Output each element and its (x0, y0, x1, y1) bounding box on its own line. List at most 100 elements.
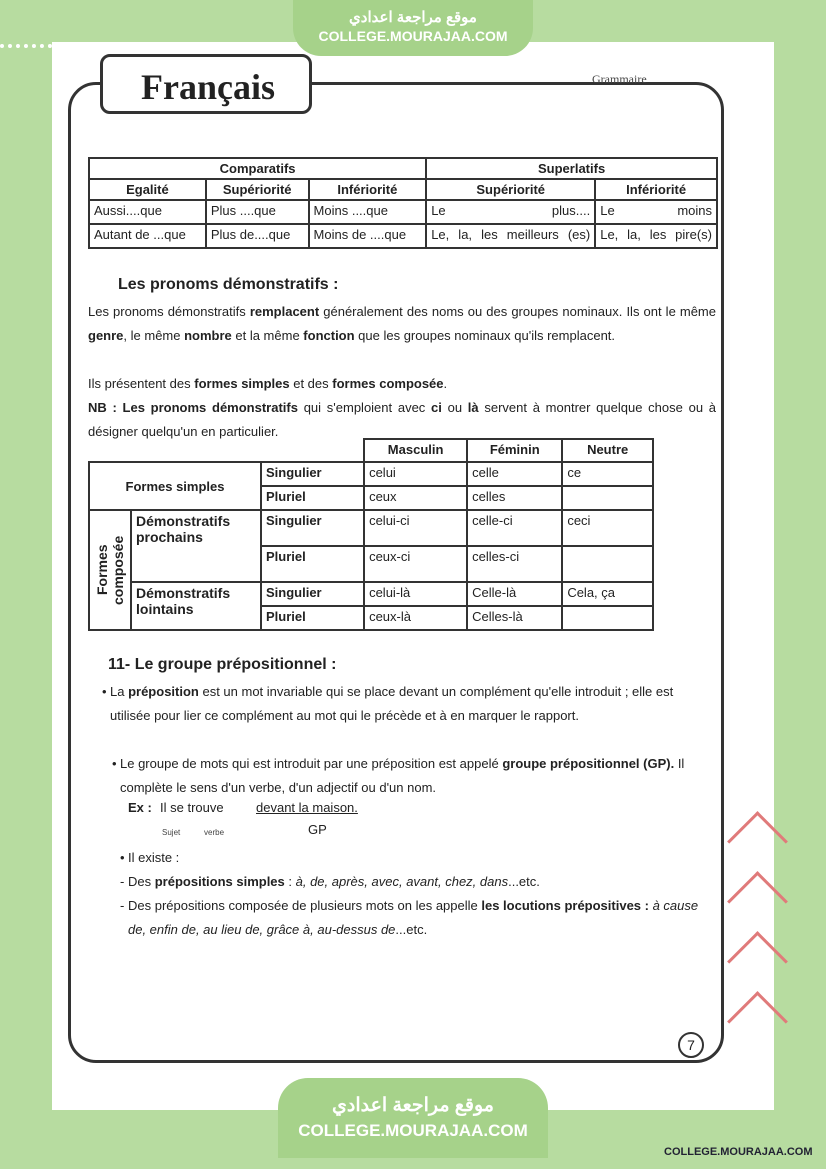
empty-cell (89, 439, 366, 463)
cell: ceux (363, 485, 469, 511)
text: servent à montrer quelque chose ou à dés… (88, 400, 716, 439)
dash-mark: - (120, 898, 125, 913)
text: qui s'emploient avec (297, 400, 432, 415)
row-header: Formes simples (88, 461, 262, 511)
cell: Plus ....que (204, 199, 310, 225)
number-label: Singulier (259, 509, 366, 547)
demonstratives-table: Masculin Féminin Neutre Formes simples Singu… (88, 438, 654, 631)
heading: 11- Le groupe prépositionnel : (108, 656, 337, 673)
row: Démonstratifs lointains Singulier celui-là… (89, 581, 654, 631)
site-name: موقع مراجعة اعدادي (332, 1095, 494, 1116)
row: Egalité Supériorité Infériorité Supériorité… (88, 178, 718, 201)
bold-text: formes composée (332, 376, 444, 391)
paragraph: NB : Les pronoms démonstratifs qui s'emp… (88, 396, 716, 444)
comparison-table: Comparatifs Superlatifs Egalité Supériorité… (87, 157, 718, 249)
italic-text: à cause de, enfin de, au lieu de, grâce … (128, 898, 699, 937)
text: La (110, 684, 129, 699)
bold-text: remplacent (249, 304, 320, 319)
paragraph: Ils présentent des formes simples et des… (88, 372, 716, 396)
bold-text: là (467, 400, 479, 415)
number-label: Pluriel (259, 605, 366, 631)
row: Masculin Féminin Neutre (89, 438, 654, 463)
column-header: Infériorité (307, 178, 428, 201)
example-gp: devant la maison. (256, 800, 358, 815)
number-label: Pluriel (259, 485, 366, 511)
bold-text: genre (88, 328, 124, 343)
bold-text: préposition (128, 684, 199, 699)
row: Aussi....que Plus ....que Moins ....que Le … (88, 199, 718, 225)
cell: Celles-là (466, 605, 564, 631)
text: ou (441, 400, 468, 415)
cell: celles (466, 485, 564, 511)
text: . (443, 376, 448, 391)
column-header: Supériorité (425, 178, 597, 201)
bullet: • La préposition est un mot invariable qu… (102, 680, 710, 728)
text: ...etc. (395, 922, 428, 937)
text: généralement des noms ou des groupes nom… (319, 304, 716, 319)
text: Il existe : (128, 850, 180, 865)
cell: Moins de ....que (307, 223, 428, 249)
italic-text: à, de, après, avec, avant, chez, dans (295, 874, 509, 889)
dash-mark: - (120, 874, 125, 889)
number-label: Singulier (259, 461, 366, 487)
text: Des prépositions composée de plusieurs m… (128, 898, 482, 913)
row: Comparatifs Superlatifs (87, 157, 718, 180)
site-url: COLLEGE.MOURAJAA.COM (298, 1121, 528, 1140)
cell: celle (466, 461, 564, 487)
example-label: Ex : (128, 800, 152, 815)
site-name: موقع مراجعة اعدادي (349, 9, 477, 26)
cell: Autant de ...que (88, 223, 207, 249)
cell: celles-ci (466, 545, 564, 583)
number-label: Singulier (259, 581, 366, 607)
group-label: Démonstratifs lointains (130, 581, 262, 631)
group-header: Comparatifs (87, 157, 428, 180)
text: , le même (123, 328, 185, 343)
column-header: Masculin (363, 438, 469, 463)
bullet-mark: • (120, 850, 125, 865)
text: Des (128, 874, 155, 889)
text: Le groupe de mots qui est introduit par … (120, 756, 503, 771)
cell: ceci (561, 509, 654, 547)
row-header: Formes composée (89, 510, 131, 630)
dash-item: - Des prépositions composée de plusieurs … (120, 894, 708, 942)
column-header: Féminin (466, 438, 564, 463)
cell: celui-là (363, 581, 469, 607)
text: que les groupes nominaux qu'ils remplace… (354, 328, 616, 343)
row: Pluriel ceux celles (89, 485, 654, 511)
bold-text: formes simples (194, 376, 290, 391)
paragraph: Les pronoms démonstratifs remplacent gén… (88, 300, 716, 348)
cell: Cela, ça (561, 581, 654, 607)
text: Ils présentent des (88, 376, 195, 391)
text: Il complète le sens d'un verbe, d'un adj… (120, 756, 685, 795)
text: ...etc. (508, 874, 540, 889)
bold-text: nombre (184, 328, 232, 343)
empty-cell (561, 485, 654, 511)
column-header: Neutre (561, 438, 654, 463)
title: Français (100, 54, 312, 114)
site-badge: موقع مراجعة اعدادي COLLEGE.MOURAJAA.COM (278, 1078, 548, 1158)
bold-text: groupe prépositionnel (GP). (502, 756, 675, 771)
bullet: • Le groupe de mots qui est introduit par… (112, 752, 710, 800)
group-header: Superlatifs (425, 157, 718, 180)
row: Formes simples Singulier celui celle ce (88, 461, 654, 511)
text: : (284, 874, 296, 889)
cell: ceux-là (363, 605, 469, 631)
bold-text: fonction (303, 328, 355, 343)
example-text: Il se trouve (160, 800, 224, 815)
row: Pluriel ceux-ci celles-ci (89, 545, 654, 583)
bold-text: les locutions prépositives : (481, 898, 653, 913)
group-label: Démonstratifs prochains (130, 509, 262, 583)
gp-label: GP (308, 822, 327, 837)
cell: ce (561, 461, 654, 487)
cell: Celle-là (466, 581, 564, 607)
section-name: Grammaire (592, 72, 647, 86)
empty-cell (561, 605, 654, 631)
cell: Le plus.... (425, 199, 597, 225)
text: et des (289, 376, 333, 391)
row: Autant de ...que Plus de....que Moins de .… (88, 223, 718, 249)
column-header: Infériorité (594, 178, 718, 201)
row: Formes composée Démonstratifs prochains Si… (89, 509, 654, 630)
text: est un mot invariable qui se place devan… (110, 684, 674, 723)
bold-text: NB : Les pronoms démonstratifs (88, 400, 298, 415)
